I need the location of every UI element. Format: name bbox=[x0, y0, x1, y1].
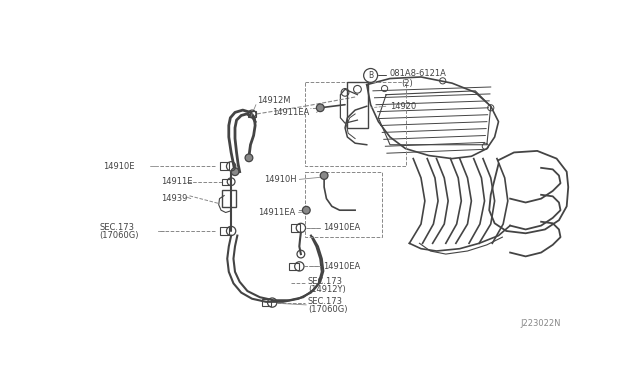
Bar bbox=[289, 263, 298, 270]
Text: 14910H: 14910H bbox=[264, 175, 297, 184]
Circle shape bbox=[303, 206, 310, 214]
Bar bbox=[248, 111, 256, 117]
Text: SEC.173: SEC.173 bbox=[99, 222, 134, 232]
Text: 14939: 14939 bbox=[161, 194, 188, 203]
Bar bbox=[220, 227, 229, 235]
Text: 081A8-6121A: 081A8-6121A bbox=[390, 70, 447, 78]
Bar bbox=[262, 299, 271, 307]
Bar bbox=[305, 172, 382, 237]
Bar bbox=[347, 81, 368, 128]
Circle shape bbox=[316, 104, 324, 112]
Text: (17060G): (17060G) bbox=[99, 231, 139, 240]
Text: 14911E: 14911E bbox=[161, 177, 193, 186]
Circle shape bbox=[231, 168, 239, 176]
Text: SEC.173: SEC.173 bbox=[308, 277, 343, 286]
Circle shape bbox=[245, 154, 253, 162]
Text: B: B bbox=[368, 71, 373, 80]
Text: SEC.173: SEC.173 bbox=[308, 297, 343, 306]
Bar bbox=[222, 179, 230, 185]
Text: (2): (2) bbox=[402, 78, 413, 88]
Text: (17060G): (17060G) bbox=[308, 305, 348, 314]
Text: 14910EA: 14910EA bbox=[323, 262, 360, 271]
Bar bbox=[222, 190, 236, 207]
Text: 14911EA: 14911EA bbox=[258, 208, 296, 217]
Text: 14912M: 14912M bbox=[257, 96, 290, 105]
Bar bbox=[220, 163, 229, 170]
Circle shape bbox=[364, 68, 378, 82]
Text: 14910EA: 14910EA bbox=[323, 224, 360, 232]
Text: (14912Y): (14912Y) bbox=[308, 285, 346, 294]
Bar bbox=[305, 81, 406, 166]
Bar bbox=[291, 224, 300, 232]
Text: 14910E: 14910E bbox=[103, 162, 135, 171]
Text: 14911EA: 14911EA bbox=[272, 108, 309, 117]
Text: J223022N: J223022N bbox=[520, 319, 561, 328]
Text: 14920: 14920 bbox=[390, 102, 416, 111]
Circle shape bbox=[320, 172, 328, 179]
